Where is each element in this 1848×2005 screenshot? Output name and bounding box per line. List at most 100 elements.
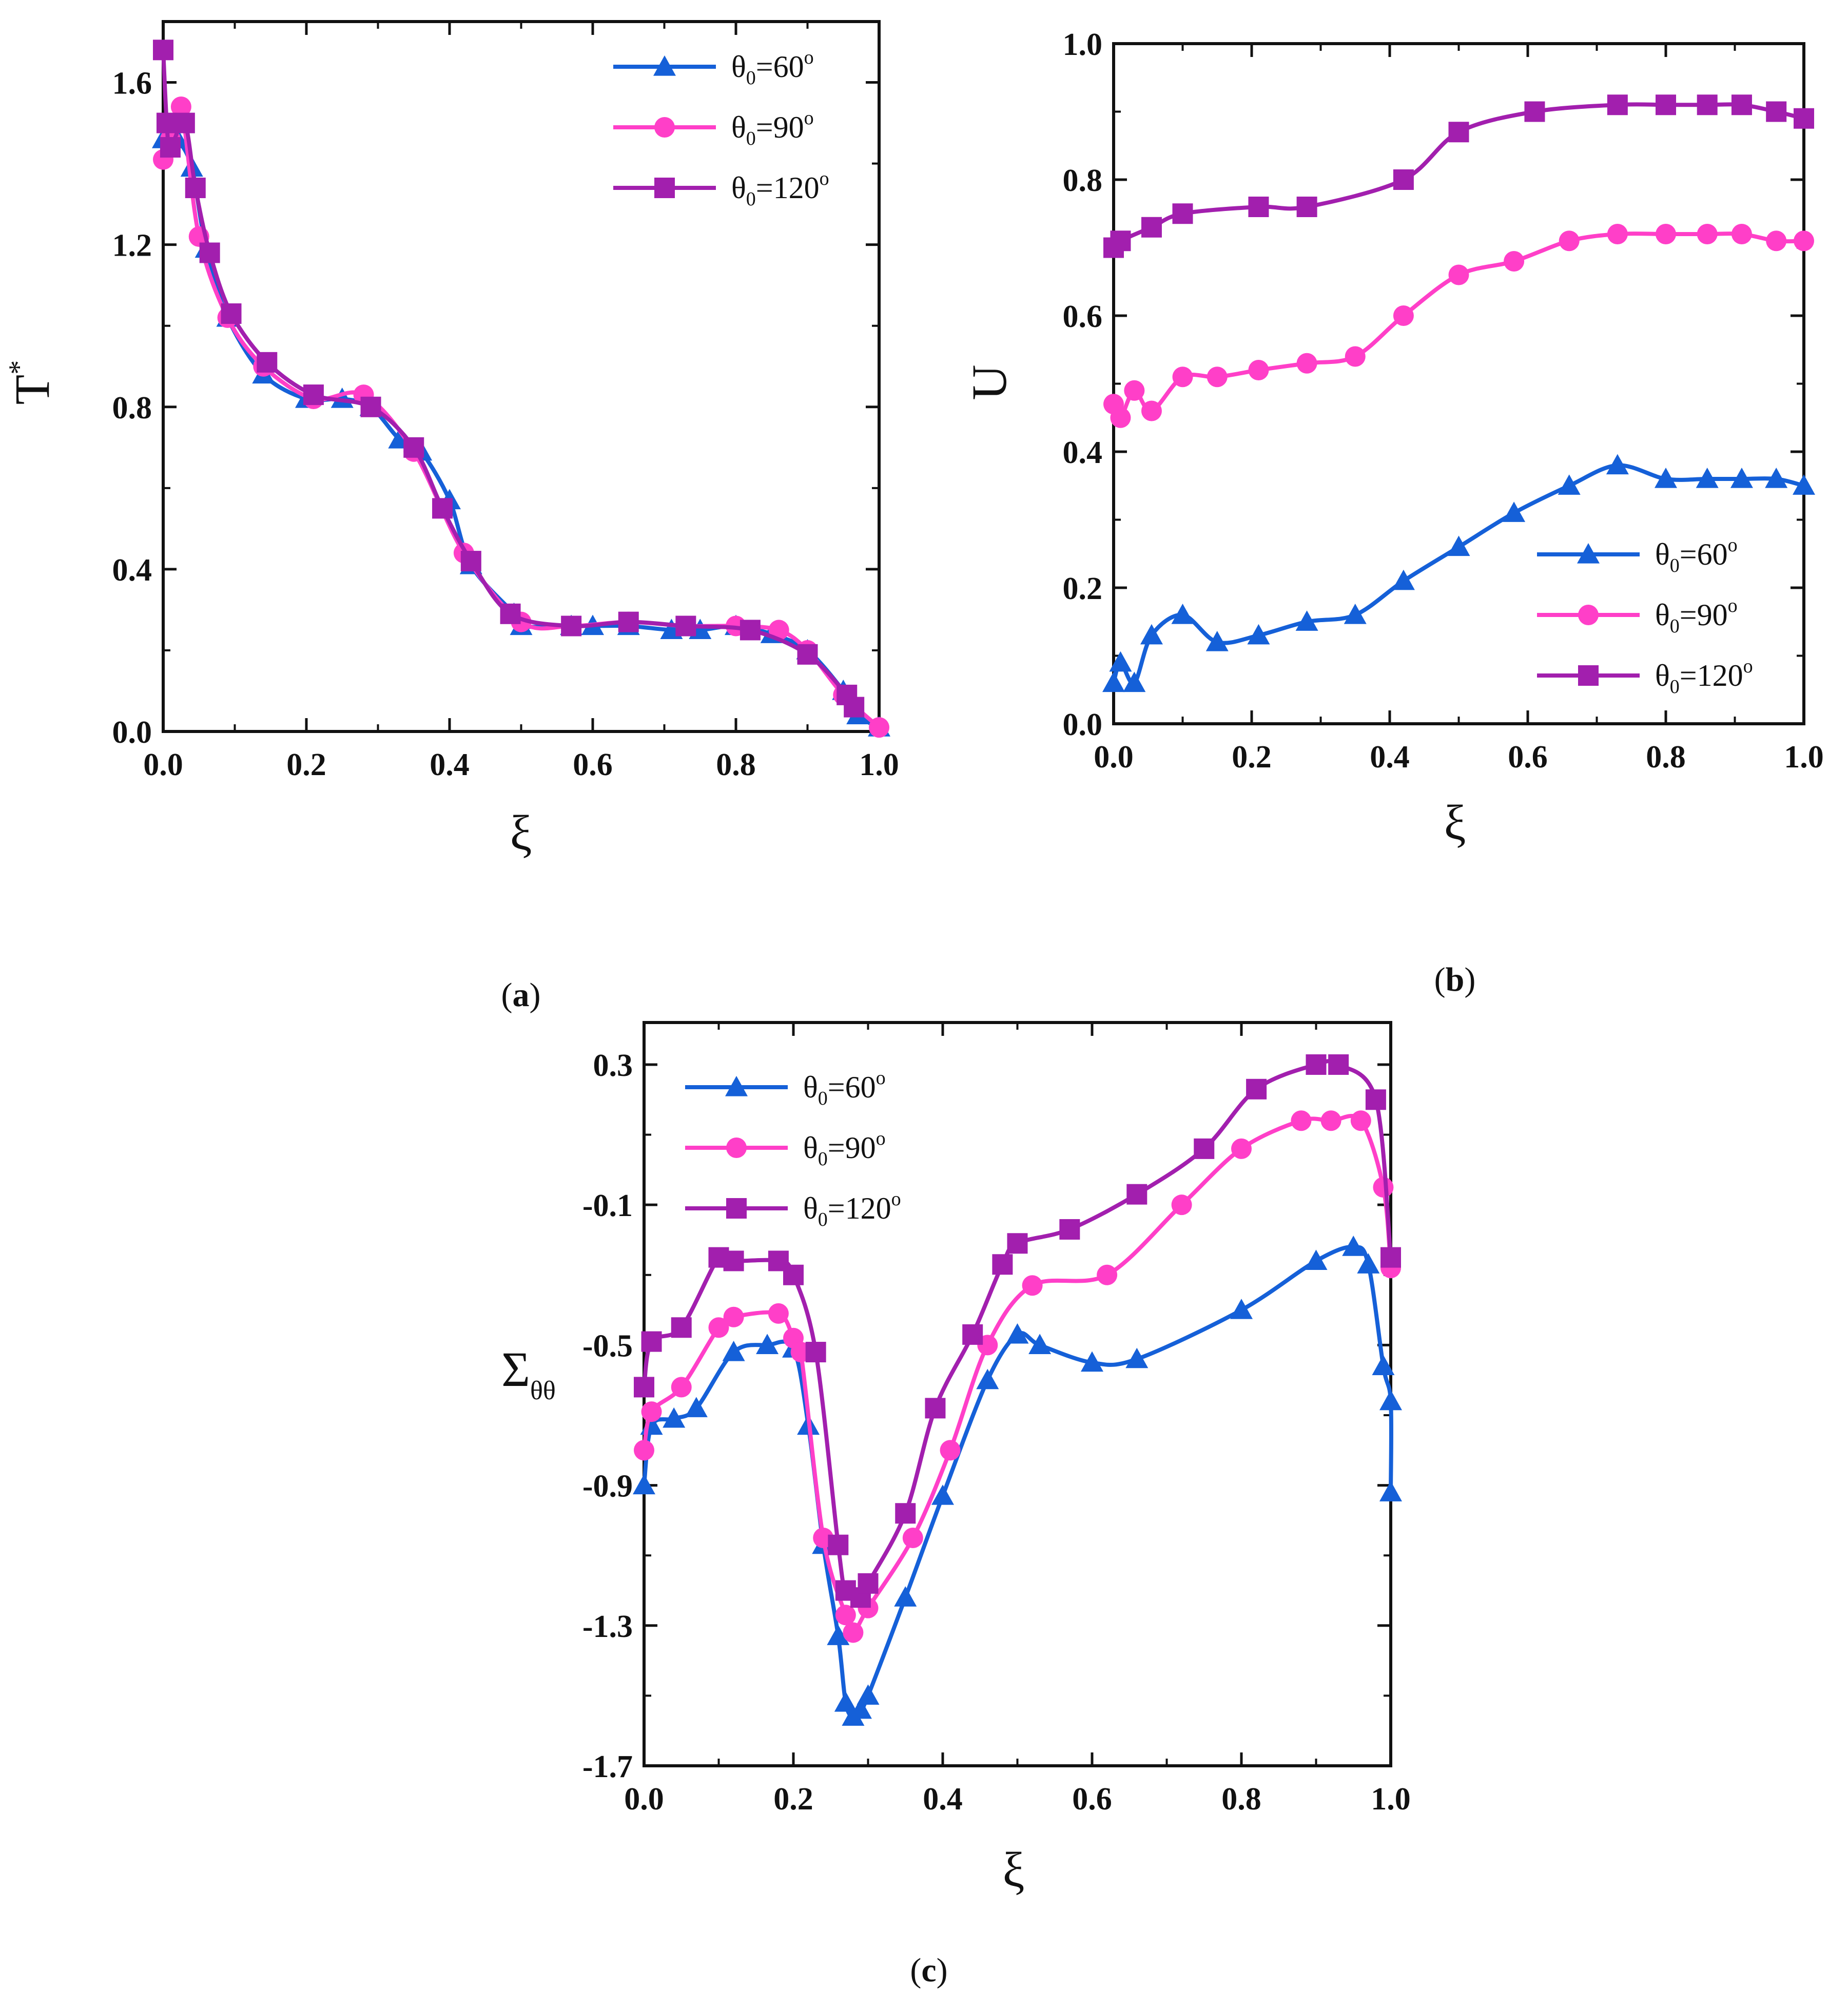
panel-c-series-theta60-point (834, 1691, 857, 1712)
panel-b-xtick-label: 1.0 (1784, 740, 1824, 775)
panel-b-series-theta60-point (1765, 468, 1788, 488)
legend-degree: o (876, 1128, 886, 1149)
legend-theta90-label: θ0=90o (731, 107, 814, 149)
panel-a-xtick-label: 1.0 (859, 747, 899, 782)
panel-c-series-theta90-point (671, 1377, 692, 1398)
legend-value: =60 (828, 1070, 876, 1104)
panel-c-series-theta60-point (1230, 1299, 1253, 1319)
legend-theta60-marker (1577, 543, 1600, 564)
legend-theta60-label: θ0=60o (731, 47, 814, 89)
panel-b-series-theta120-point (1731, 94, 1752, 115)
panel-c-series-theta60-point (663, 1407, 686, 1428)
panel-c-series-theta90-point (634, 1440, 654, 1461)
panel-c-xtick-label: 0.2 (773, 1782, 813, 1817)
panel-a-ylabel: T* (3, 360, 60, 405)
panel-b-series-theta90-point (1448, 264, 1469, 285)
panel-a-series-theta120-point (432, 498, 453, 519)
panel-b-series-theta60-point (1392, 569, 1415, 590)
panel-label-open: ( (910, 1952, 921, 1989)
panel-b-ytick-label: 0.8 (1063, 163, 1103, 198)
legend-subscript: 0 (746, 67, 756, 89)
panel-c-series-theta120-point (1365, 1089, 1386, 1110)
panel-a-xtick-label: 0.2 (286, 747, 326, 782)
panel-b-series-theta120-point (1172, 203, 1193, 224)
panel-b-xtick-label: 0.2 (1232, 740, 1272, 775)
panel-b-series-theta60-point (1606, 454, 1629, 475)
legend-degree: o (1743, 656, 1753, 677)
panel-b-series-theta120-point (1697, 94, 1718, 115)
legend-theta120-label: θ0=120o (803, 1188, 901, 1230)
legend-theta-symbol: θ (803, 1191, 818, 1225)
panel-b-series-theta90-point (1172, 367, 1193, 388)
panel-c-series-theta60-point (685, 1397, 708, 1417)
panel-b-xtick-label: 0.6 (1508, 740, 1548, 775)
panel-b-series-theta120-point (1607, 94, 1628, 115)
panel-c-series-theta120-point (895, 1503, 916, 1524)
panel-c-series-theta120-line (642, 1058, 1393, 1601)
panel-c-series-theta60-point (976, 1368, 999, 1390)
legend-subscript: 0 (818, 1209, 828, 1230)
legend-value: =120 (828, 1191, 891, 1225)
panel-c-xlabel: ξ (1003, 1842, 1025, 1897)
legend-degree: o (820, 168, 829, 189)
panel-a-label: (a) (501, 976, 541, 1014)
panel-c-ytick-label: 0.3 (593, 1048, 633, 1083)
panel-c-ylabel-main: Σ (501, 1342, 530, 1397)
panel-a-series-theta120-point (675, 615, 696, 637)
panel-b-series-theta60-point (1793, 474, 1815, 495)
legend-theta90-marker (654, 117, 675, 138)
panel-c-series-theta90-point (1320, 1110, 1341, 1131)
panel-a-series-theta120-point (797, 644, 818, 665)
panel-a-series-theta120-point (460, 551, 481, 572)
panel-a-series-theta120-point (844, 697, 865, 718)
panel-c-series-theta120-point (1380, 1247, 1401, 1268)
panel-a-series-theta120-point (303, 384, 324, 406)
panel-c-series-theta60-point (857, 1684, 880, 1705)
panel-c-series-theta120-point (1306, 1054, 1327, 1075)
panel-c-series-theta90-point (1373, 1177, 1394, 1198)
panel-b-ytick-label: 0.2 (1063, 571, 1103, 606)
legend-degree: o (876, 1067, 886, 1089)
legend-theta-symbol: θ (803, 1070, 818, 1104)
panel-c-ytick-label: -0.9 (582, 1469, 633, 1504)
panel-label-close: ) (530, 976, 541, 1014)
panel-a-ylabel-main: T (5, 375, 60, 405)
panel-a-series-theta120-point (153, 40, 173, 61)
panel-b-series-theta120-point (1794, 108, 1814, 129)
panel-c-series-theta90-point (902, 1528, 923, 1549)
legend-theta-symbol: θ (731, 171, 746, 205)
panel-a-series-theta120-point (403, 437, 424, 458)
panel-c-ytick-label: -0.5 (582, 1328, 633, 1363)
panel-b-series-theta90-point (1504, 251, 1525, 272)
panel-b-series-theta60-point (1295, 610, 1318, 631)
panel-c-series-theta90-point (708, 1317, 729, 1338)
panel-c-series-theta60-point (1028, 1334, 1052, 1354)
panel-b-ytick-label: 0.4 (1063, 435, 1103, 470)
panel-c-ytick-label: -0.1 (582, 1188, 633, 1223)
legend-subscript: 0 (1670, 555, 1680, 576)
panel-c-ylabel: Σθθ (501, 1342, 556, 1405)
panel-a-series-theta90-point (869, 717, 889, 738)
panel-c-xtick-label: 0.8 (1221, 1782, 1261, 1817)
panel-c-series-theta120-point (783, 1264, 804, 1285)
panel-b-series-theta90-point (1766, 230, 1787, 252)
panel-b-xtick-label: 0.0 (1094, 740, 1134, 775)
panel-c-xtick-label: 1.0 (1371, 1782, 1411, 1817)
panel-a-series-theta120-point (740, 620, 761, 641)
panel-b-series-theta60-point (1247, 624, 1270, 645)
panel-c-series-theta120-point (992, 1254, 1013, 1275)
panel-c-series-theta60-point (1006, 1323, 1029, 1344)
panel-b-series-theta90-point (1124, 380, 1145, 401)
panel-c-series-theta60-point (1305, 1249, 1328, 1270)
panel-c-series-theta120-point (1007, 1233, 1028, 1254)
panel-b-series-theta90-point (1296, 353, 1317, 374)
panel-b-series-theta90-point (1656, 224, 1676, 244)
panel-label-open: ( (501, 976, 513, 1014)
panel-b-series-theta120-point (1656, 94, 1676, 115)
panel-c-series-theta90-point (835, 1605, 856, 1626)
panel-b-series-theta60-point (1205, 631, 1229, 651)
legend-theta90-marker (1578, 605, 1599, 625)
